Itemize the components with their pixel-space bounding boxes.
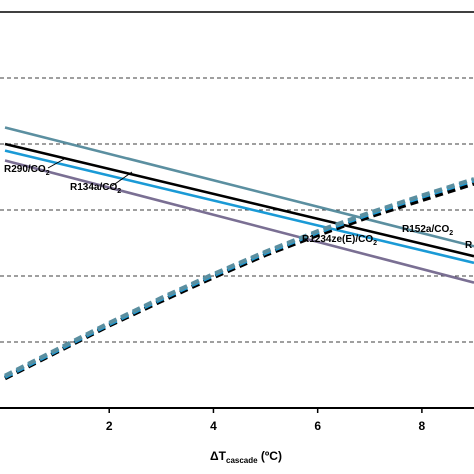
- series-line-dashed-grey: [4, 177, 474, 378]
- series-label-main: R: [465, 240, 473, 251]
- x-axis-label-unit: (ºC): [258, 449, 282, 463]
- axis-layer: 2 4 6 8: [0, 407, 474, 433]
- series-label-subscript: 2: [46, 170, 50, 177]
- series-label-r: R: [465, 240, 473, 251]
- x-axis-label-subscript: cascade: [226, 456, 258, 465]
- series-line-r290-co2: [4, 159, 474, 284]
- label-layer: R290/CO2R134a/CO2R152a/CO2R1234ze(E)/CO2…: [4, 157, 473, 251]
- series-label-r290-co2: R290/CO2: [4, 164, 50, 177]
- series-label-r134a-co2: R134a/CO2: [70, 182, 121, 195]
- series-label-main: R134a/CO: [70, 182, 117, 193]
- x-tick-label-3: 8: [419, 419, 426, 433]
- series-line-dashed-black: [4, 181, 474, 381]
- series-line-dashed-blue: [4, 178, 474, 379]
- x-axis-label: ΔTcascade (ºC): [210, 449, 282, 465]
- leader-line-r290-co2: [47, 157, 67, 169]
- x-axis-label-main: ΔT: [210, 449, 227, 463]
- series-label-main: R290/CO: [4, 164, 46, 175]
- series-line-r134a-co2: [4, 149, 474, 265]
- series-label-main: R1234ze(E)/CO: [302, 234, 373, 245]
- series-label-subscript: 2: [373, 240, 377, 247]
- series-label-r152a-co2: R152a/CO2: [402, 224, 453, 237]
- series-label-main: R152a/CO: [402, 224, 449, 235]
- leader-line-r134a-co2: [111, 171, 133, 187]
- series-label-r1234ze-e-co2: R1234ze(E)/CO2: [302, 234, 377, 247]
- x-tick-label-0: 2: [106, 419, 113, 433]
- x-tick-label-2: 6: [314, 419, 321, 433]
- series-line-r1234ze-e-co2: [4, 126, 474, 248]
- series-label-subscript: 2: [117, 188, 121, 195]
- x-tick-label-1: 4: [210, 419, 217, 433]
- series-layer: [4, 126, 474, 381]
- series-line-r152a-co2: [4, 142, 474, 258]
- series-label-subscript: 2: [449, 230, 453, 237]
